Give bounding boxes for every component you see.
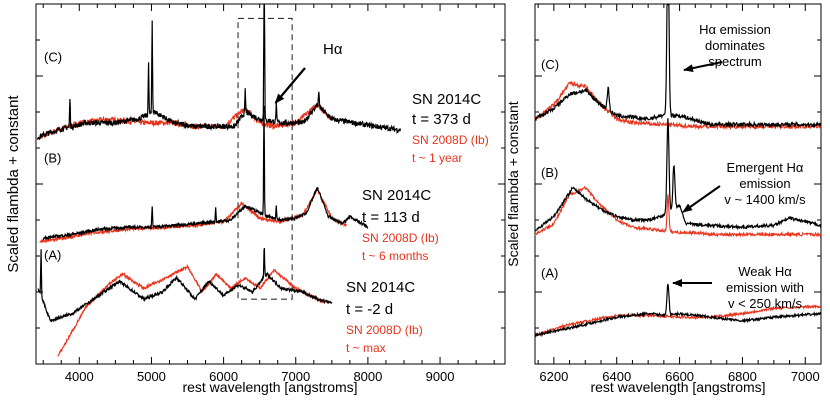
spectrum-2	[37, 247, 333, 323]
halpha-callout-label: Hα	[323, 41, 343, 58]
spectrum-letter-2: (A)	[541, 266, 558, 281]
note-arrow-0	[683, 61, 723, 73]
sn-name-1: SN 2014C	[362, 187, 431, 204]
spectrum-1	[534, 118, 822, 232]
left-y-axis-label: Scaled flambda + constant	[5, 95, 22, 273]
sn-name-0: SN 2014C	[412, 91, 481, 108]
x-tick-label: 4000	[65, 369, 94, 384]
spectrum-letter-0: (C)	[541, 57, 559, 72]
ref-epoch-2: t ~ max	[346, 341, 386, 355]
spectrum-2	[534, 283, 821, 338]
spectrum-1	[42, 105, 369, 241]
halpha-highlight-box	[237, 17, 293, 300]
ref-epoch-1: t ~ 6 months	[362, 249, 428, 263]
reference-spectrum-2	[57, 263, 326, 357]
spectrum-letter-1: (B)	[44, 150, 61, 165]
sn-epoch-0: t = 373 d	[412, 111, 471, 128]
x-tick-label: 7000	[791, 369, 820, 384]
left-labels: (C) (B) (A) Hα SN 2014C t = 373 d SN 2008D (Ib…	[44, 41, 489, 355]
highlight-box	[237, 17, 293, 300]
left-x-axis-label: rest wavelength [angstroms]	[182, 379, 357, 395]
ref-name-1: SN 2008D (Ib)	[362, 231, 439, 245]
x-tick-label: 8000	[353, 369, 382, 384]
spectrum-0	[534, 4, 822, 129]
note-line-2-2: v < 250 km/s	[728, 296, 803, 311]
x-tick-label: 6400	[602, 369, 631, 384]
right-spectra	[534, 4, 822, 338]
spectrum-0	[36, 4, 401, 141]
sn-epoch-1: t = 113 d	[362, 209, 420, 226]
right-panel: 6200 6400 6600 6800 7000 (C) (B) (A) Hα emissio…	[505, 3, 822, 395]
ref-name-2: SN 2008D (Ib)	[346, 323, 423, 337]
sn-name-2: SN 2014C	[346, 279, 415, 296]
ref-name-0: SN 2008D (Ib)	[412, 133, 489, 147]
right-x-axis-label: rest wavelength [angstroms]	[590, 379, 765, 395]
spectrum-letter-1: (B)	[541, 165, 558, 180]
reference-spectrum-0	[39, 103, 333, 140]
note-line-1-0: Emergent Hα	[727, 160, 804, 175]
spectrum-letter-2: (A)	[44, 248, 61, 263]
right-y-ticks	[535, 39, 821, 329]
x-tick-label: 6800	[728, 369, 757, 384]
x-tick-label: 7000	[281, 369, 310, 384]
left-panel: 4000 5000 6000 7000 8000 9000 (C) (B) (A) Hα SN 2…	[5, 3, 506, 395]
note-line-0-2: spectrum	[708, 54, 761, 69]
left-y-ticks	[36, 39, 505, 329]
x-tick-label: 5000	[137, 369, 166, 384]
x-tick-label: 9000	[426, 369, 455, 384]
left-spectra	[36, 4, 401, 357]
note-line-0-0: Hα emission	[699, 22, 771, 37]
note-line-0-1: dominates	[705, 38, 765, 53]
reference-spectrum-2	[534, 304, 821, 337]
ref-epoch-0: t ~ 1 year	[412, 151, 462, 165]
reference-spectrum-1	[534, 185, 822, 238]
note-line-2-0: Weak Hα	[738, 264, 792, 279]
note-line-1-1: emission	[739, 176, 790, 191]
right-x-ticks: 6200 6400 6600 6800 7000	[537, 4, 822, 384]
note-line-2-1: emission with	[726, 280, 804, 295]
reference-spectrum-0	[534, 80, 822, 131]
right-y-axis-label: Scaled flambda + constant	[505, 101, 521, 266]
note-arrow-1	[682, 185, 721, 213]
note-line-1-2: v ~ 1400 km/s	[724, 192, 806, 207]
spectrum-letter-0: (C)	[44, 50, 62, 65]
x-tick-label: 6200	[539, 369, 568, 384]
x-tick-label: 6600	[665, 369, 694, 384]
left-x-ticks: 4000 5000 6000 7000 8000 9000	[42, 4, 495, 384]
x-tick-label: 6000	[209, 369, 238, 384]
left-plot-frame	[35, 3, 506, 365]
halpha-callout-arrow	[274, 67, 306, 104]
sn-epoch-2: t = -2 d	[346, 301, 393, 318]
